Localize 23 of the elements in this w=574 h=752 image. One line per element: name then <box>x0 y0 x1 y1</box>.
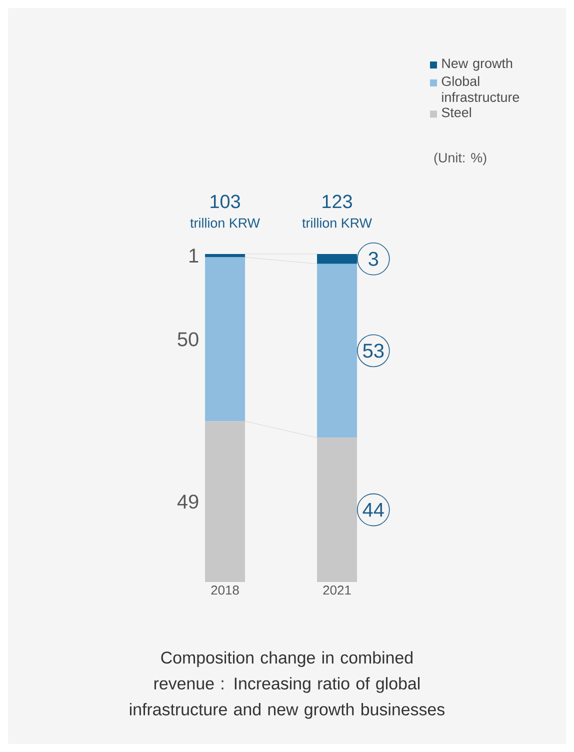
data-label: 49 <box>177 494 198 509</box>
text: trillion KRW <box>302 218 372 228</box>
bar <box>205 254 246 258</box>
annotation: 103 <box>210 194 240 208</box>
data-label: 50 <box>178 332 198 346</box>
bar <box>205 257 246 422</box>
legend-label: New growth <box>442 58 512 71</box>
annotation: 123 <box>322 194 352 208</box>
bar <box>317 264 357 438</box>
legend-label: Steel <box>442 107 471 118</box>
bar <box>317 438 357 582</box>
x-tick-label: 2021 <box>323 586 351 595</box>
legend-label: Global infrastructure <box>442 76 520 102</box>
data-label: 53 <box>363 344 384 358</box>
data-label: 3 <box>368 252 378 266</box>
data-label: 44 <box>362 502 384 517</box>
data-label: 1 <box>190 248 198 262</box>
text: trillion KRW <box>190 218 260 228</box>
text: (Unit: %) <box>434 152 486 166</box>
bar <box>317 254 357 264</box>
bar <box>205 421 246 582</box>
text: Composition change in combined revenue : Increasing ratio of global infrastructure and new growth businesses <box>130 651 444 719</box>
x-tick-label: 2018 <box>211 586 239 595</box>
